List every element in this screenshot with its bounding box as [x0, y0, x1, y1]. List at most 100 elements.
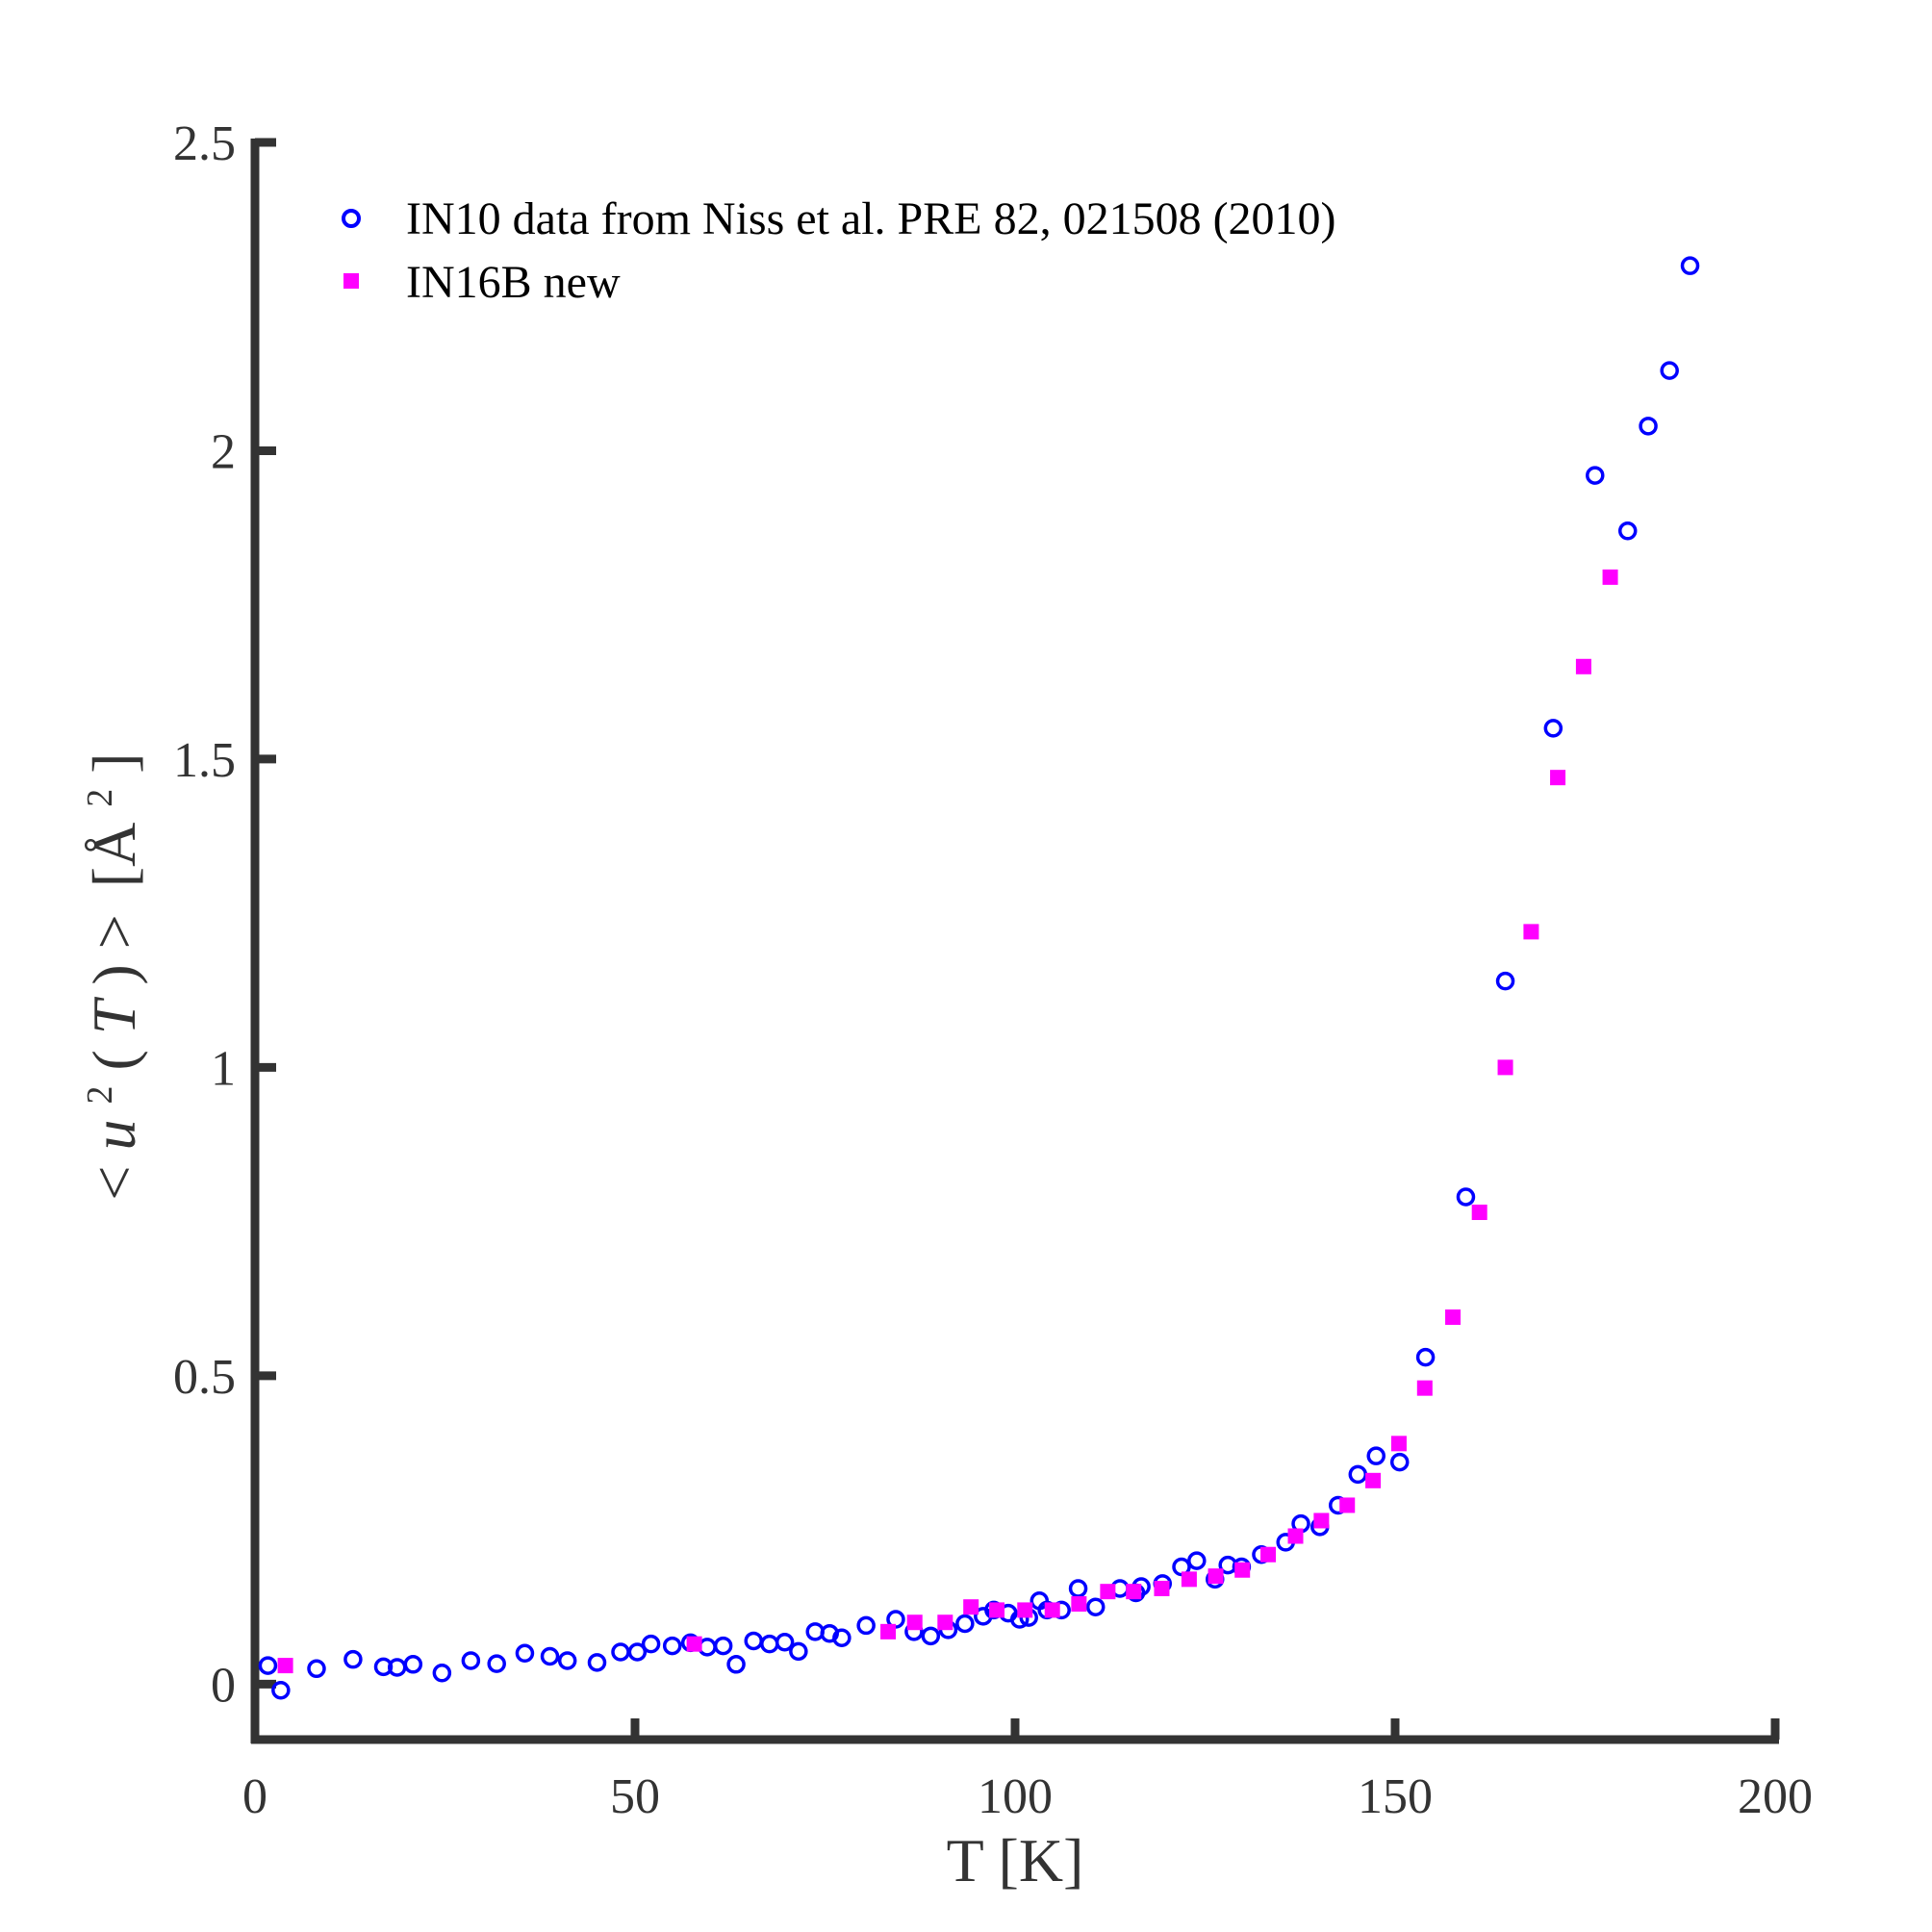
x-tick-label: 0 [242, 1769, 267, 1824]
y-tick-label: 2.5 [173, 116, 236, 171]
in16b-point [1287, 1528, 1304, 1544]
in16b-point [989, 1602, 1005, 1618]
in10-point [662, 1636, 682, 1656]
in10-point [1187, 1551, 1207, 1570]
in16b-point [1234, 1562, 1251, 1578]
in10-point [1543, 719, 1563, 738]
in10-point [271, 1680, 291, 1700]
ylabel-unit-exp: 2 [80, 789, 120, 807]
legend-label-in10: IN10 data from Niss et al. PRE 82, 02150… [406, 193, 1336, 244]
y-tick-label: 2 [211, 424, 236, 479]
in16b-point [937, 1614, 953, 1631]
series-layer [258, 256, 1700, 1700]
ylabel-lt: < [80, 1166, 148, 1201]
in10-point [1068, 1579, 1088, 1598]
in10-point [1617, 521, 1638, 541]
in10-point [775, 1632, 795, 1652]
in16b-point [1208, 1568, 1224, 1585]
in10-point [760, 1634, 779, 1654]
in10-point [1085, 1597, 1106, 1616]
in10-point [258, 1656, 278, 1675]
in16b-point [1602, 569, 1618, 585]
in16b-point [1339, 1497, 1356, 1513]
in10-point [540, 1646, 560, 1666]
in16b-point [1445, 1309, 1462, 1325]
in10-point [856, 1615, 876, 1636]
legend: IN10 data from Niss et al. PRE 82, 02150… [342, 193, 1336, 308]
legend-label-in16b: IN16B new [406, 257, 621, 308]
in16b-point [686, 1636, 702, 1652]
in10-point [713, 1636, 733, 1656]
in10-point [611, 1642, 630, 1662]
in16b-point [1071, 1595, 1087, 1612]
in10-point [1680, 256, 1700, 275]
in16b-point [1260, 1546, 1277, 1563]
in16b-point [1471, 1205, 1487, 1221]
y-ticks: 0 0.5 1 1.5 2 2.5 [173, 116, 276, 1713]
in16b-point [1313, 1513, 1330, 1529]
axes [250, 139, 1779, 1744]
x-tick-label: 100 [978, 1769, 1053, 1824]
y-tick-label: 1 [211, 1041, 236, 1096]
in10-point [487, 1654, 506, 1673]
in16b-point [1044, 1602, 1060, 1618]
in10-point [641, 1634, 661, 1654]
in10-point [307, 1659, 326, 1679]
in10-point [1495, 971, 1515, 991]
x-axis-title: T [K] [947, 1826, 1084, 1894]
ylabel-gt: > [80, 914, 148, 949]
in16b-point [1550, 770, 1566, 786]
in16b-point [1497, 1059, 1513, 1076]
in16b-point [1126, 1584, 1142, 1600]
x-tick-label: 200 [1738, 1769, 1813, 1824]
series-1 [277, 569, 1618, 1674]
in16b-point [1181, 1571, 1197, 1588]
in10-point [1348, 1464, 1368, 1485]
in10-point [403, 1655, 423, 1674]
in10-point [1389, 1452, 1410, 1472]
in16b-point [1365, 1472, 1382, 1488]
in16b-point [1100, 1584, 1116, 1600]
in16b-point [1017, 1602, 1033, 1618]
y-tick-label: 0 [211, 1658, 236, 1713]
in10-point [373, 1657, 394, 1677]
in16b-point [963, 1599, 979, 1615]
in10-point [461, 1651, 481, 1670]
in16b-point [1154, 1580, 1170, 1596]
in16b-point [880, 1623, 897, 1640]
in16b-point [1416, 1380, 1433, 1396]
ylabel-unit-close: ] [80, 752, 148, 773]
in10-point [789, 1641, 808, 1662]
in10-point [343, 1649, 363, 1669]
x-ticks: 0 50 100 150 200 [242, 1718, 1813, 1824]
ylabel-u: u [80, 1120, 148, 1151]
x-tick-label: 150 [1358, 1769, 1433, 1824]
in16b-point [1390, 1436, 1407, 1452]
ylabel-paren-open: ( [80, 1050, 148, 1070]
ylabel-exp: 2 [80, 1086, 120, 1105]
legend-marker-in10 [342, 209, 361, 228]
series-0 [258, 256, 1700, 1700]
in10-point [1660, 361, 1679, 380]
in10-point [726, 1655, 746, 1674]
in10-point [587, 1653, 607, 1672]
ylabel-T: T [80, 996, 148, 1034]
y-tick-label: 1.5 [173, 733, 236, 788]
in10-point [515, 1643, 535, 1664]
y-axis-title: < u 2 ( T ) > [Å 2 ] [80, 752, 148, 1201]
in10-point [955, 1614, 975, 1634]
in16b-point [906, 1614, 923, 1631]
in16b-point [277, 1658, 293, 1674]
ylabel-unit-open: [Å [80, 823, 148, 888]
ylabel-paren-close: ) [80, 964, 148, 984]
in10-point [921, 1626, 941, 1646]
in10-point [832, 1628, 852, 1647]
in10-point [744, 1631, 763, 1651]
legend-marker-in16b [343, 273, 359, 289]
in16b-point [1575, 658, 1591, 674]
in16b-point [1523, 924, 1539, 940]
in10-point [1456, 1187, 1476, 1207]
in10-point [432, 1664, 452, 1683]
in10-point [557, 1651, 577, 1670]
